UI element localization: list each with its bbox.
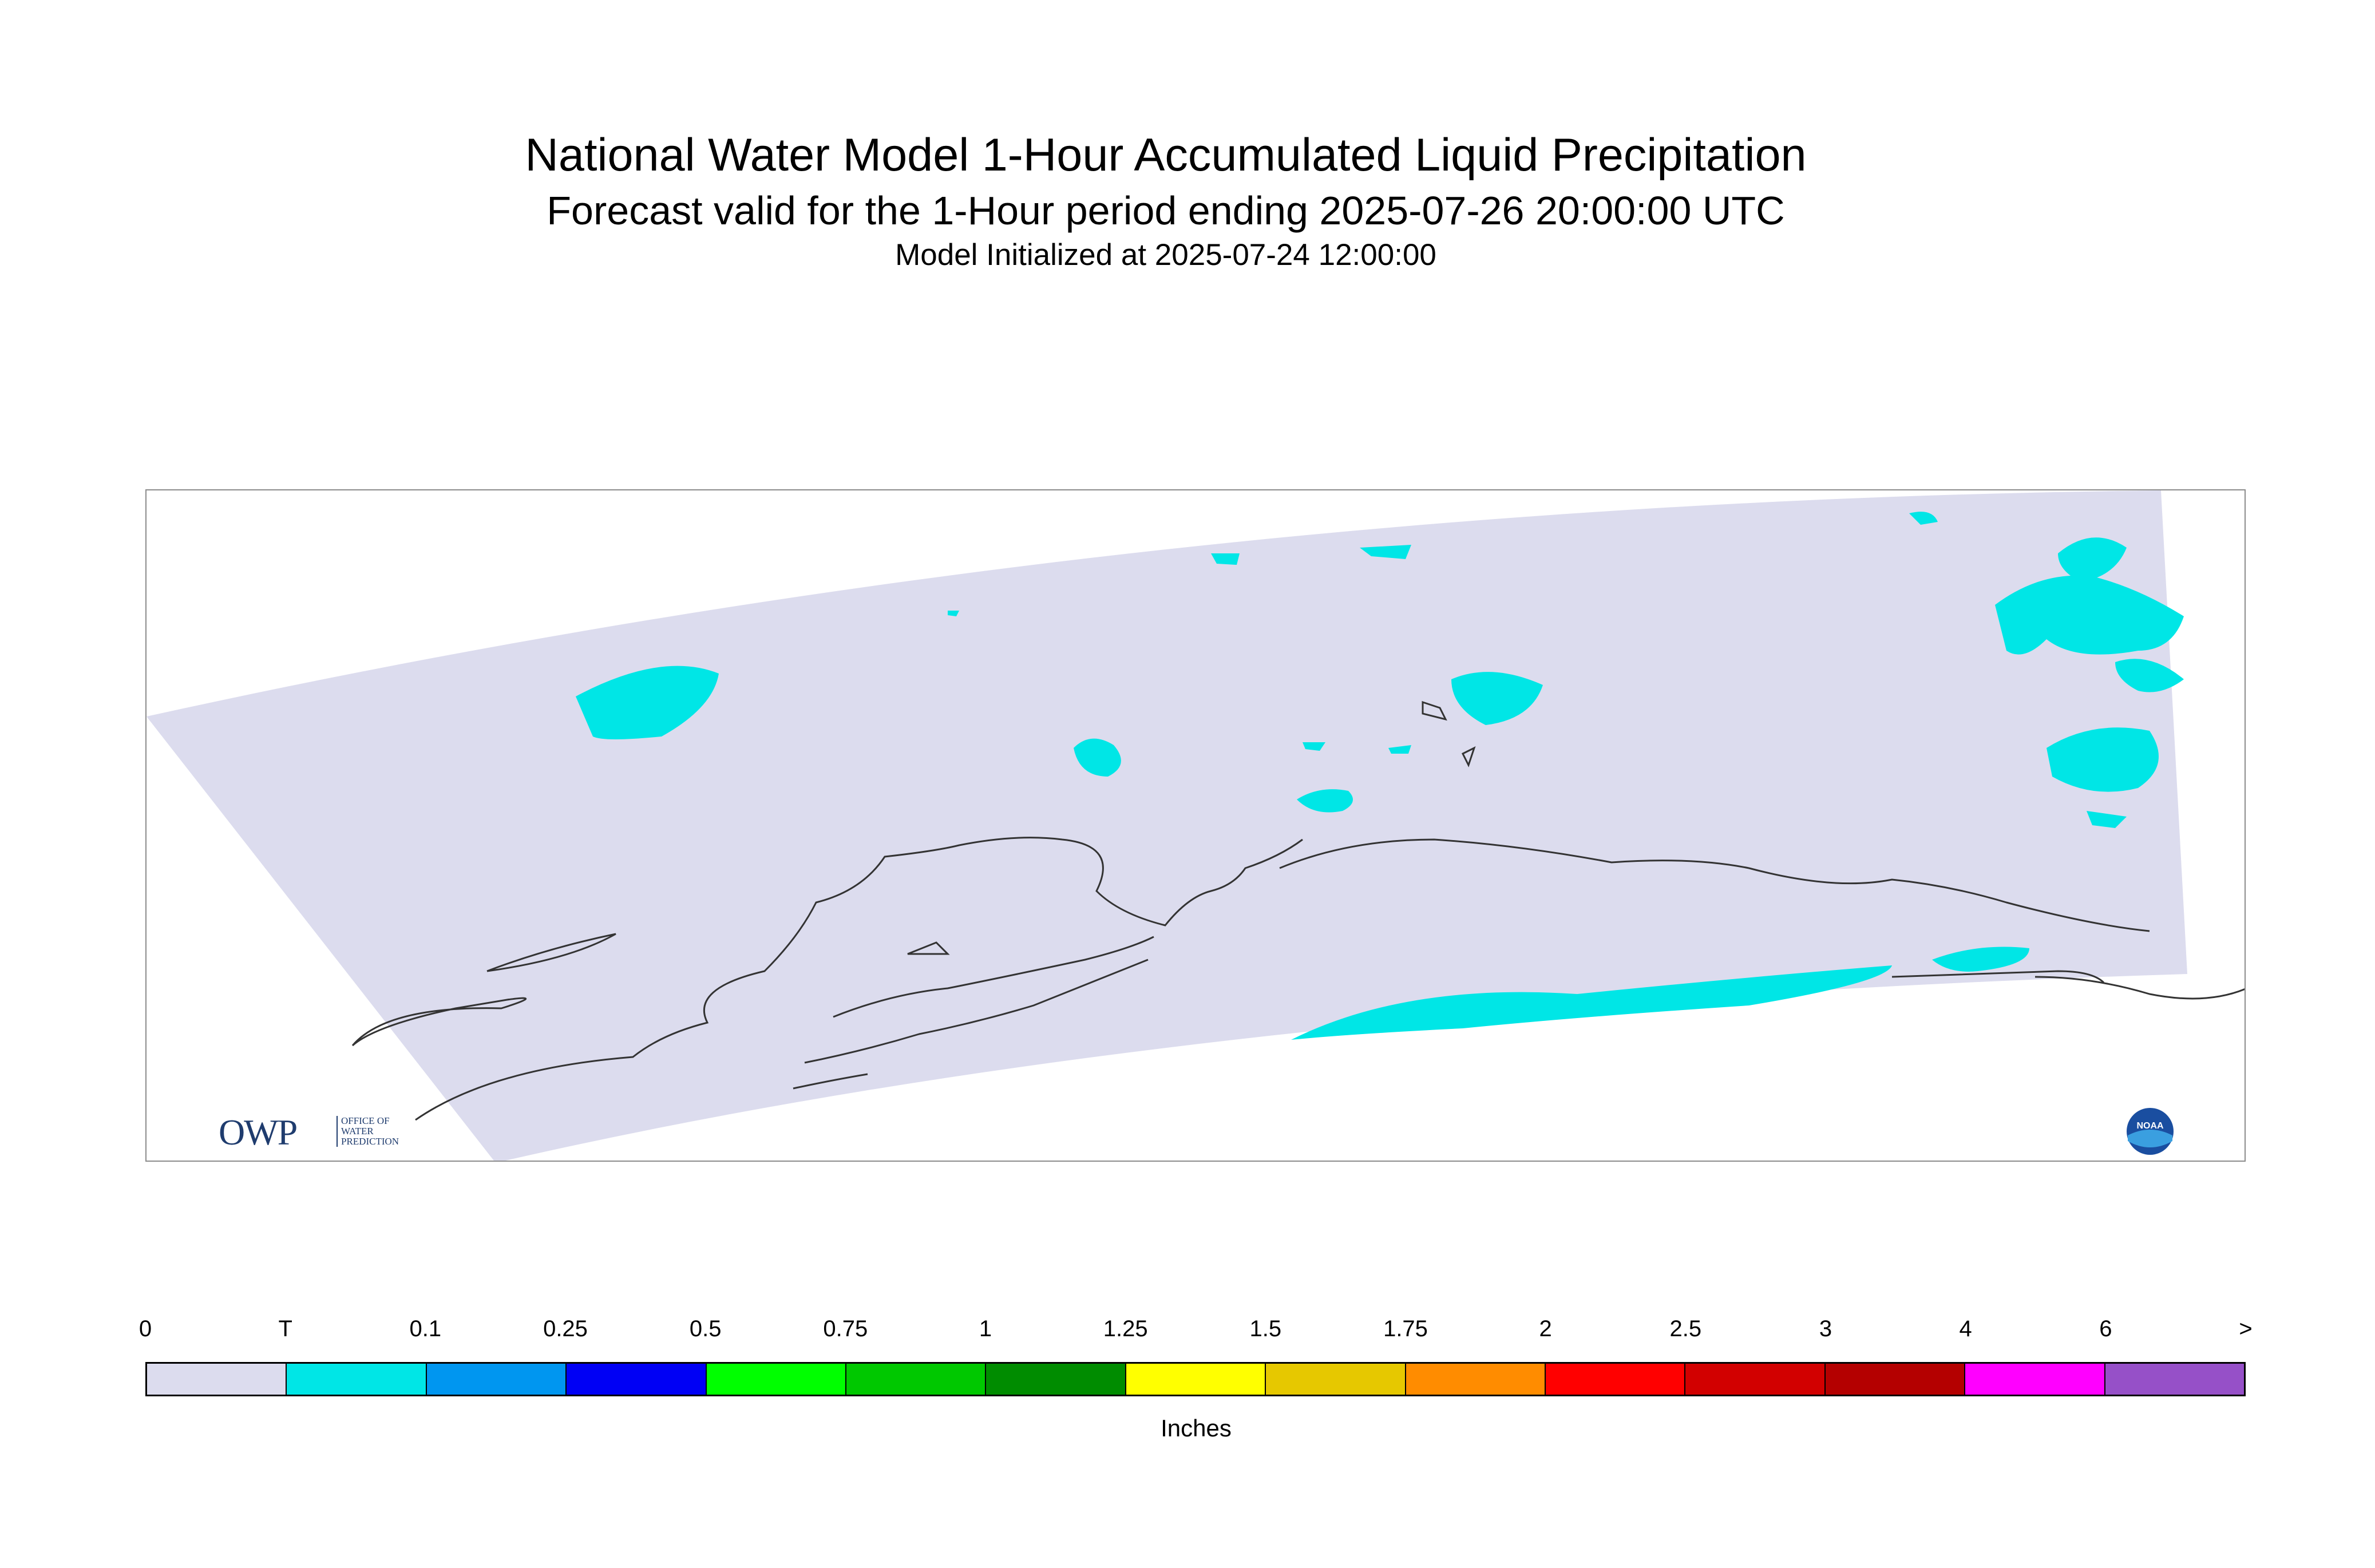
precip-blob-small-1 <box>948 611 959 616</box>
precip-blob-4 <box>1451 672 1543 725</box>
precipitation-map <box>147 490 2245 1161</box>
precip-blob-3 <box>1297 789 1353 813</box>
coastline-mainland <box>415 837 1303 1121</box>
coastline-lake <box>907 941 950 955</box>
coastline-gulf <box>1279 838 2150 932</box>
legend-tick-label: 2 <box>1539 1316 1552 1341</box>
owp-sub-line-1: OFFICE OF <box>341 1115 390 1126</box>
coastline-island-2 <box>1461 746 1476 767</box>
trace-precip-areas <box>576 512 2184 1040</box>
noaa-logo-text: NOAA <box>2136 1121 2164 1131</box>
legend-tick-label: 0.5 <box>689 1316 722 1341</box>
legend-tick-label: 1.75 <box>1383 1316 1428 1341</box>
valid-time-subtitle: Forecast valid for the 1-Hour period end… <box>547 188 1785 233</box>
legend-swatch <box>1825 1364 1966 1395</box>
map-panel: OWP OFFICE OF WATER PREDICTION NOAA <box>145 489 2246 1162</box>
legend-swatch <box>2105 1364 2245 1395</box>
legend-tick-label: 0 <box>138 1316 152 1341</box>
legend-tick-label: T <box>278 1316 292 1341</box>
owp-sub-line-3: PREDICTION <box>341 1136 399 1147</box>
coastline-bering-islands <box>486 933 616 972</box>
legend-swatch <box>1406 1364 1546 1395</box>
precip-blob-ne <box>1995 575 2184 655</box>
legend-tick-label: 1.5 <box>1249 1316 1282 1341</box>
init-time-subtitle: Model Initialized at 2025-07-24 12:00:00 <box>895 238 1436 272</box>
model-domain-area <box>147 490 2187 1161</box>
legend-tick-label: 2.5 <box>1669 1316 1702 1341</box>
legend-swatch <box>287 1364 427 1395</box>
owp-sub-line-2: WATER <box>341 1126 374 1137</box>
legend-swatch <box>426 1364 567 1395</box>
noaa-logo-wave <box>2128 1130 2172 1147</box>
legend-swatch <box>1965 1364 2105 1395</box>
coastline-alaska-canada-border <box>1891 970 2105 984</box>
owp-logo-subtitle: OFFICE OF WATER PREDICTION <box>337 1116 399 1147</box>
legend-swatch <box>1685 1364 1826 1395</box>
legend-swatch <box>1126 1364 1266 1395</box>
legend-swatch <box>706 1364 847 1395</box>
precip-blob-e <box>2047 727 2159 792</box>
precip-blob-5 <box>1360 545 1411 559</box>
precip-blob-small-2 <box>1388 745 1411 754</box>
coastline-kenai <box>833 936 1154 1018</box>
coastline-alaska-peninsula <box>804 959 1149 1064</box>
precip-blob-nn <box>2058 537 2127 582</box>
precip-blob-ne-2 <box>2115 659 2184 692</box>
legend-tick-label: 0.25 <box>543 1316 588 1341</box>
legend-swatch <box>1266 1364 1406 1395</box>
precip-blob-small-3 <box>1303 742 1325 751</box>
coastline-alaska-land <box>793 1073 868 1090</box>
legend-tick-label: 0.1 <box>409 1316 442 1341</box>
legend-tick-label: 1.25 <box>1103 1316 1148 1341</box>
legend-color-bar <box>145 1362 2246 1396</box>
legend-tick-label: 4 <box>1959 1316 1972 1341</box>
precip-blob-2 <box>1074 738 1121 777</box>
coastline-island-1 <box>1422 700 1447 721</box>
legend-tick-label: 3 <box>1819 1316 1832 1341</box>
coastline-alaska-west <box>351 997 527 1047</box>
precip-blob-6 <box>1211 553 1240 565</box>
precip-blob-se <box>1932 947 2029 972</box>
coastline-southeast <box>2034 976 2245 1000</box>
main-title: National Water Model 1-Hour Accumulated … <box>525 129 1807 181</box>
noaa-logo: NOAA <box>2127 1108 2174 1155</box>
legend-swatch <box>846 1364 987 1395</box>
legend-tick-labels: 0 T 0.1 0.25 0.5 0.75 1 1.25 1.5 1.75 2 2.5 3 4 6 > <box>0 1316 2375 1351</box>
precip-blob-n <box>1909 512 1938 525</box>
precip-blob-s <box>1291 965 1892 1040</box>
legend-tick-label: 0.75 <box>823 1316 868 1341</box>
legend-swatch <box>567 1364 707 1395</box>
owp-logo-text: OWP <box>219 1112 298 1153</box>
legend-units-label: Inches <box>1161 1415 1232 1442</box>
legend-swatch <box>986 1364 1126 1395</box>
owp-logo: OWP OFFICE OF WATER PREDICTION <box>219 1111 425 1153</box>
legend-tick-label: 1 <box>979 1316 992 1341</box>
legend-tick-label: 6 <box>2099 1316 2112 1341</box>
legend-swatch <box>1546 1364 1686 1395</box>
coastline <box>351 700 2245 1121</box>
precip-blob-1 <box>576 666 719 739</box>
legend-tick-label: > <box>2239 1316 2253 1341</box>
precip-blob-e-2 <box>2087 811 2127 828</box>
legend-swatch <box>147 1364 287 1395</box>
